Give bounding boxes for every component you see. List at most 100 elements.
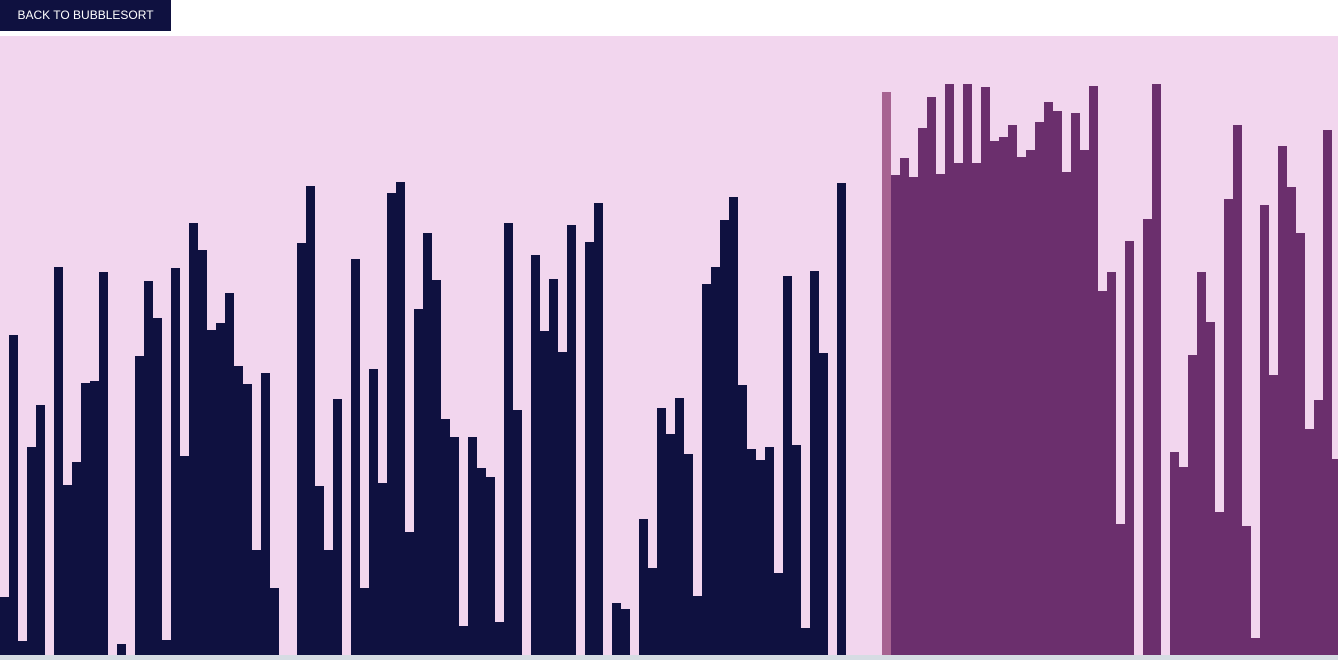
sort-bar	[1026, 150, 1035, 655]
sort-bar	[1314, 400, 1323, 655]
sort-bar	[540, 331, 549, 655]
sort-bar	[639, 519, 648, 655]
sort-bar	[1224, 199, 1233, 655]
sort-bar	[765, 447, 774, 655]
sort-bar	[693, 596, 702, 655]
sort-bar	[738, 385, 747, 655]
sort-bar	[216, 323, 225, 655]
sort-bar	[72, 462, 81, 655]
sort-bar	[504, 223, 513, 655]
sort-bar	[1125, 241, 1134, 655]
sort-bar	[621, 609, 630, 655]
sort-bar	[1107, 272, 1116, 655]
sort-bar	[783, 276, 792, 655]
sort-bar	[801, 628, 810, 655]
sort-bar	[450, 437, 459, 655]
sort-bar	[117, 644, 126, 655]
sort-bar	[1206, 322, 1215, 655]
sort-bar	[900, 158, 909, 655]
sort-bar	[252, 550, 261, 655]
sort-bar	[162, 640, 171, 655]
sort-bar	[657, 408, 666, 655]
sort-bar	[1170, 452, 1179, 655]
sort-bar	[819, 353, 828, 655]
sort-bar	[720, 220, 729, 655]
sort-bar	[558, 352, 567, 655]
sort-bar	[90, 381, 99, 655]
sort-bar	[810, 271, 819, 655]
sort-bar	[270, 588, 279, 655]
sort-bar	[234, 366, 243, 655]
sort-bar	[1053, 111, 1062, 655]
sort-bar	[1332, 459, 1338, 655]
sort-bar	[1008, 125, 1017, 655]
bars-container	[0, 36, 1338, 655]
sort-bar	[297, 243, 306, 655]
sort-bar	[1260, 205, 1269, 655]
sort-bar	[468, 437, 477, 655]
sort-bar	[909, 177, 918, 655]
sort-bar	[1269, 375, 1278, 655]
sort-bar	[387, 193, 396, 655]
sort-bar	[990, 141, 999, 655]
sort-bar	[405, 532, 414, 655]
sort-bar	[972, 163, 981, 655]
sort-bar	[945, 84, 954, 655]
sort-bar	[63, 485, 72, 655]
sort-bar	[747, 449, 756, 655]
sort-bar	[441, 419, 450, 655]
sort-bar	[396, 182, 405, 655]
sort-bar	[756, 460, 765, 655]
sort-bar	[567, 225, 576, 655]
back-to-bubblesort-button[interactable]: BACK TO BUBBLESORT	[0, 0, 171, 31]
sort-bar	[585, 242, 594, 655]
sort-bar	[711, 267, 720, 655]
sort-bar	[513, 410, 522, 655]
sort-bar	[927, 97, 936, 655]
sort-bar	[18, 641, 27, 655]
sort-bar	[1197, 272, 1206, 655]
top-bar: BACK TO BUBBLESORT	[0, 0, 1338, 36]
sort-bar	[918, 128, 927, 655]
sort-bar	[1071, 113, 1080, 655]
sort-bar	[135, 356, 144, 655]
sort-bar	[495, 622, 504, 655]
bottom-scroll-strip	[0, 655, 1338, 660]
sort-bar	[1278, 146, 1287, 655]
sort-bar	[351, 259, 360, 655]
sort-bar	[459, 626, 468, 655]
sort-bar	[792, 445, 801, 655]
sort-bar	[243, 384, 252, 655]
sort-bar	[612, 603, 621, 655]
sort-bar	[423, 233, 432, 655]
sort-bar	[1017, 157, 1026, 655]
sort-bar	[531, 255, 540, 655]
sort-bar	[729, 197, 738, 655]
sort-bar	[9, 335, 18, 655]
sort-bar	[207, 330, 216, 655]
sort-bar	[378, 483, 387, 655]
sort-bar	[1143, 219, 1152, 655]
sort-bar	[369, 369, 378, 655]
sort-bar	[954, 163, 963, 655]
sort-bar	[153, 318, 162, 655]
sort-bar	[936, 174, 945, 655]
sort-bar	[675, 398, 684, 655]
sort-bar	[432, 280, 441, 655]
sort-bar	[774, 573, 783, 655]
sort-bar	[171, 268, 180, 655]
sort-bar	[963, 84, 972, 655]
sort-bar	[99, 272, 108, 655]
sort-bar	[891, 175, 900, 655]
sort-bar	[414, 309, 423, 655]
sort-bar	[1287, 187, 1296, 655]
sort-bar	[27, 447, 36, 655]
sort-bar	[0, 597, 9, 655]
sort-bar	[315, 486, 324, 655]
sort-bar	[684, 454, 693, 655]
sort-visualizer-canvas	[0, 36, 1338, 655]
sort-bar	[225, 293, 234, 655]
sort-bar	[1188, 355, 1197, 655]
sort-bar	[198, 250, 207, 655]
sort-bar	[1215, 512, 1224, 655]
